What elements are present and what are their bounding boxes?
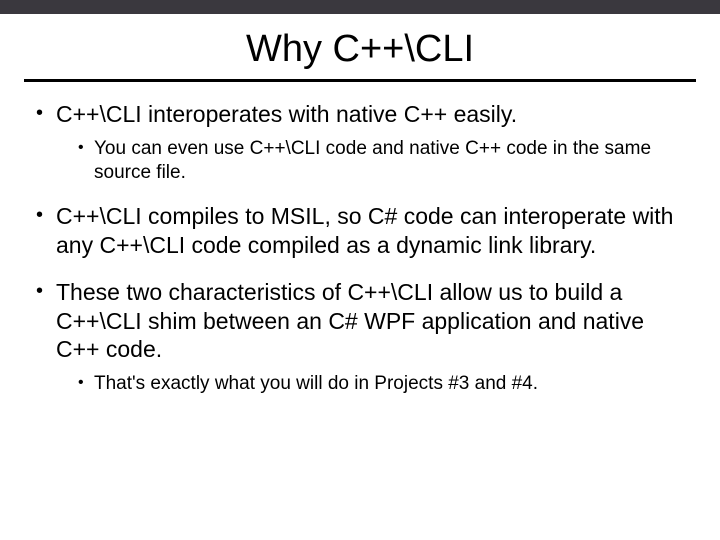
sub-bullet-item: You can even use C++\CLI code and native… — [78, 137, 684, 185]
bullet-item: These two characteristics of C++\CLI all… — [36, 278, 684, 396]
bullet-item: C++\CLI interoperates with native C++ ea… — [36, 100, 684, 184]
slide-title: Why C++\CLI — [0, 28, 720, 71]
sub-bullet-text: You can even use C++\CLI code and native… — [94, 138, 651, 183]
bullet-item: C++\CLI compiles to MSIL, so C# code can… — [36, 202, 684, 260]
title-underline — [24, 79, 696, 82]
slide-body: C++\CLI interoperates with native C++ ea… — [0, 100, 720, 396]
sub-bullet-list: You can even use C++\CLI code and native… — [56, 137, 684, 185]
bullet-text: C++\CLI compiles to MSIL, so C# code can… — [56, 203, 673, 258]
bullet-text: These two characteristics of C++\CLI all… — [56, 279, 644, 363]
sub-bullet-text: That's exactly what you will do in Proje… — [94, 373, 538, 394]
slide: Why C++\CLI C++\CLI interoperates with n… — [0, 0, 720, 540]
bullet-list: C++\CLI interoperates with native C++ ea… — [36, 100, 684, 396]
bullet-text: C++\CLI interoperates with native C++ ea… — [56, 101, 517, 127]
sub-bullet-item: That's exactly what you will do in Proje… — [78, 372, 684, 396]
sub-bullet-list: That's exactly what you will do in Proje… — [56, 372, 684, 396]
top-accent-bar — [0, 0, 720, 14]
